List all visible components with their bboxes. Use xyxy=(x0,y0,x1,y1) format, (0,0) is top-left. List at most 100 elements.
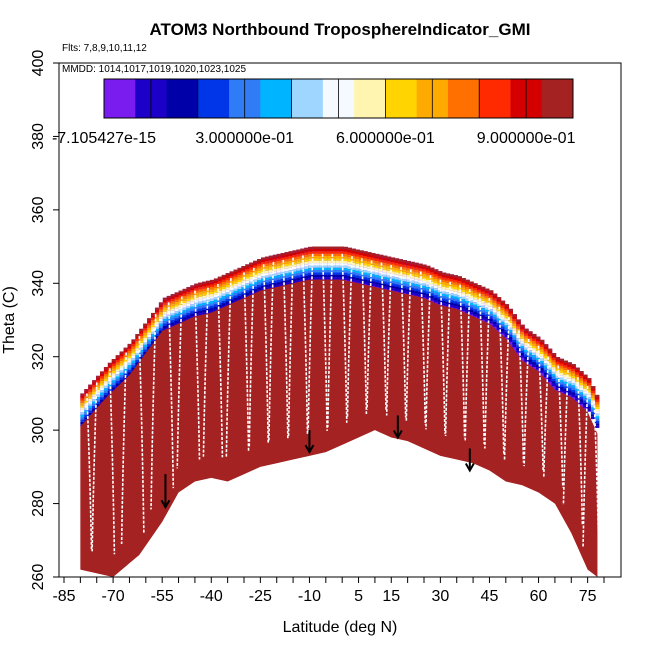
stratosphere-gradient-cell xyxy=(194,295,199,298)
stratosphere-gradient-cell xyxy=(166,295,172,299)
stratosphere-gradient-cell xyxy=(422,285,427,289)
stratosphere-gradient-cell xyxy=(457,288,462,291)
stratosphere-gradient-cell xyxy=(237,291,242,294)
stratosphere-gradient-cell xyxy=(508,330,513,333)
stratosphere-gradient-cell xyxy=(261,257,266,260)
stratosphere-gradient-cell xyxy=(347,261,352,265)
stratosphere-gradient-cell xyxy=(292,276,297,279)
stratosphere-gradient-cell xyxy=(363,265,368,268)
stratosphere-gradient-cell xyxy=(308,263,313,266)
stratosphere-gradient-cell xyxy=(590,397,596,401)
stratosphere-gradient-cell xyxy=(288,272,294,275)
stratosphere-gradient-cell xyxy=(575,374,580,378)
stratosphere-gradient-cell xyxy=(567,371,572,375)
stratosphere-gradient-cell xyxy=(111,361,117,364)
stratosphere-gradient-cell xyxy=(319,265,325,268)
stratosphere-gradient-cell xyxy=(473,306,478,310)
stratosphere-gradient-cell xyxy=(441,303,447,306)
stratosphere-gradient-cell xyxy=(551,371,557,375)
stratosphere-gradient-cell xyxy=(202,300,207,303)
stratosphere-gradient-cell xyxy=(571,371,576,374)
stratosphere-gradient-cell xyxy=(237,267,242,271)
stratosphere-gradient-cell xyxy=(237,279,242,283)
stratosphere-gradient-cell xyxy=(528,352,533,355)
stratosphere-gradient-cell xyxy=(496,308,502,312)
stratosphere-gradient-cell xyxy=(276,268,282,271)
stratosphere-gradient-cell xyxy=(162,316,168,319)
stratosphere-gradient-cell xyxy=(280,267,286,270)
stratosphere-gradient-cell xyxy=(453,279,458,283)
stratosphere-gradient-cell xyxy=(162,321,168,324)
stratosphere-gradient-cell xyxy=(335,258,341,261)
stratosphere-gradient-cell xyxy=(473,297,478,300)
stratosphere-gradient-cell xyxy=(249,279,254,282)
stratosphere-gradient-cell xyxy=(402,281,407,284)
stratosphere-gradient-cell xyxy=(480,286,486,290)
stratosphere-gradient-cell xyxy=(579,397,584,400)
stratosphere-gradient-cell xyxy=(532,357,537,360)
stratosphere-gradient-cell xyxy=(135,350,140,353)
stratosphere-gradient-cell xyxy=(147,330,152,333)
stratosphere-gradient-cell xyxy=(186,315,191,318)
stratosphere-gradient-cell xyxy=(555,368,561,372)
stratosphere-gradient-cell xyxy=(272,271,278,274)
stratosphere-gradient-cell xyxy=(245,264,250,267)
stratosphere-gradient-cell xyxy=(351,267,356,270)
stratosphere-gradient-cell xyxy=(323,265,329,268)
stratosphere-gradient-cell xyxy=(583,395,588,399)
stratosphere-gradient-cell xyxy=(496,299,502,302)
stratosphere-gradient-cell xyxy=(524,354,529,357)
stratosphere-gradient-cell xyxy=(194,285,199,289)
stratosphere-gradient-cell xyxy=(331,270,337,273)
stratosphere-gradient-cell xyxy=(508,308,513,312)
stratosphere-gradient-cell xyxy=(304,268,309,272)
stratosphere-gradient-cell xyxy=(488,297,494,300)
stratosphere-gradient-cell xyxy=(276,256,282,259)
stratosphere-gradient-cell xyxy=(567,381,572,384)
stratosphere-gradient-cell xyxy=(386,263,392,266)
stratosphere-gradient-cell xyxy=(402,283,407,287)
stratosphere-gradient-cell xyxy=(425,291,431,295)
stratosphere-gradient-cell xyxy=(319,277,325,280)
stratosphere-gradient-cell xyxy=(351,265,356,268)
stratosphere-gradient-cell xyxy=(96,404,101,407)
vertical-profile-line xyxy=(86,393,93,550)
stratosphere-gradient-cell xyxy=(339,267,345,271)
stratosphere-gradient-cell xyxy=(178,321,184,324)
stratosphere-gradient-cell xyxy=(162,297,168,301)
colorbar: -7.105427e-15 3.000000e-01 6.000000e-01 9.0… xyxy=(52,78,576,147)
vertical-profile-line xyxy=(217,283,224,458)
stratosphere-gradient-cell xyxy=(480,312,486,316)
stratosphere-gradient-cell xyxy=(261,281,266,284)
stratosphere-gradient-cell xyxy=(103,369,109,372)
stratosphere-gradient-cell xyxy=(492,321,498,325)
stratosphere-gradient-cell xyxy=(390,266,396,270)
stratosphere-gradient-cell xyxy=(151,327,156,330)
stratosphere-gradient-cell xyxy=(202,312,207,315)
stratosphere-gradient-cell xyxy=(484,312,490,315)
stratosphere-gradient-cell xyxy=(284,263,290,267)
stratosphere-gradient-cell xyxy=(516,343,521,346)
stratosphere-gradient-cell xyxy=(567,362,572,365)
stratosphere-gradient-cell xyxy=(107,365,113,368)
stratosphere-gradient-cell xyxy=(359,271,364,274)
stratosphere-gradient-cell xyxy=(190,285,195,288)
stratosphere-gradient-cell xyxy=(363,251,368,254)
stratosphere-gradient-cell xyxy=(539,363,545,366)
stratosphere-gradient-cell xyxy=(575,393,580,396)
stratosphere-gradient-cell xyxy=(535,338,541,342)
stratosphere-gradient-cell xyxy=(92,389,97,393)
stratosphere-gradient-cell xyxy=(131,348,136,352)
stratosphere-gradient-cell xyxy=(532,333,537,337)
stratosphere-gradient-cell xyxy=(359,281,364,284)
stratosphere-gradient-cell xyxy=(535,360,541,363)
stratosphere-gradient-cell xyxy=(367,252,372,255)
stratosphere-gradient-cell xyxy=(158,325,164,329)
stratosphere-gradient-cell xyxy=(198,306,203,309)
x-tick-label: -70 xyxy=(102,588,125,605)
stratosphere-gradient-cell xyxy=(422,283,427,286)
stratosphere-gradient-cell xyxy=(288,260,294,264)
stratosphere-gradient-cell xyxy=(343,263,349,266)
stratosphere-gradient-cell xyxy=(304,271,309,274)
stratosphere-gradient-cell xyxy=(170,296,176,299)
